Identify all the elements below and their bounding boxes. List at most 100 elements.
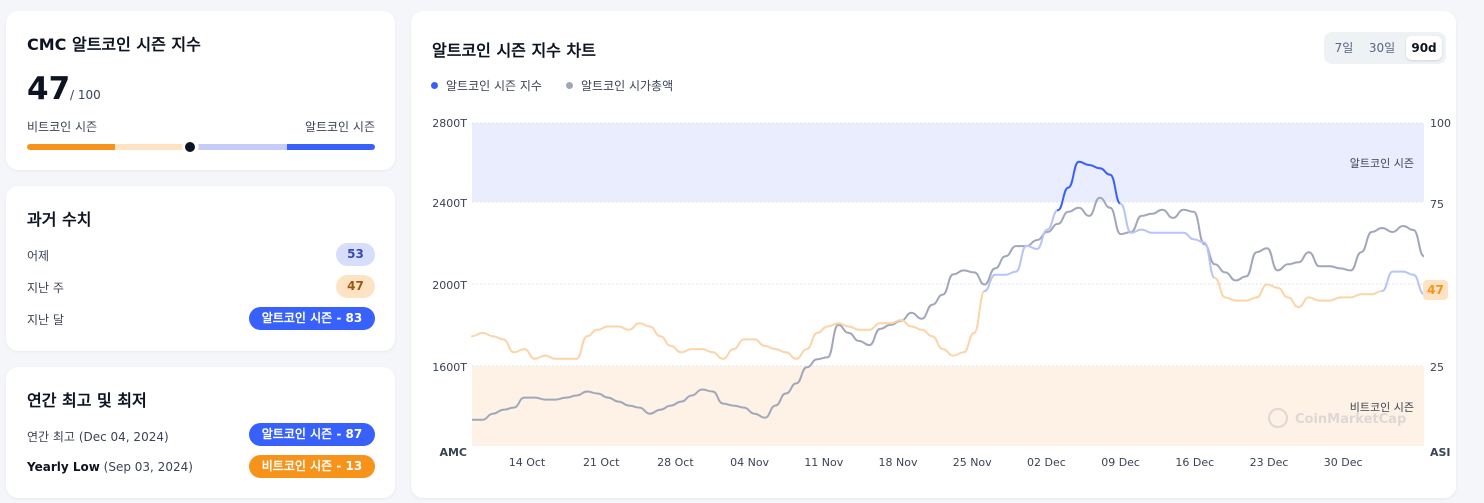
x-tick-label: 23 Dec bbox=[1250, 456, 1289, 469]
x-tick-label: 09 Dec bbox=[1101, 456, 1140, 469]
series-alt-index-segment bbox=[1307, 296, 1321, 302]
series-alt-index-segment bbox=[732, 338, 745, 351]
series-alt-index-segment bbox=[722, 348, 735, 360]
legend-alt-index[interactable]: 알트코인 시즌 지수 bbox=[446, 79, 542, 93]
series-alt-index-segment bbox=[1035, 228, 1049, 250]
series-alt-index-segment bbox=[1130, 228, 1143, 234]
series-alt-index-segment bbox=[1182, 231, 1195, 241]
series-alt-index-segment bbox=[763, 344, 777, 351]
gauge-segment-alt bbox=[287, 144, 375, 150]
series-alt-index-segment bbox=[711, 351, 725, 360]
series-alt-index-segment bbox=[1402, 270, 1415, 276]
x-tick-label: 18 Nov bbox=[879, 456, 918, 469]
series-alt-index-segment bbox=[837, 322, 850, 328]
series-alt-index-segment bbox=[962, 331, 976, 354]
series-alt-index-segment bbox=[617, 325, 630, 331]
right-tick-label: 100 bbox=[1430, 117, 1451, 130]
series-alt-index-segment bbox=[1381, 270, 1394, 292]
range-selector: 7일 30일 90d bbox=[1324, 32, 1446, 64]
series-alt-index-segment bbox=[1067, 160, 1080, 189]
alt-season-zone bbox=[472, 123, 1424, 202]
x-tick-label: 21 Oct bbox=[583, 456, 620, 469]
series-alt-index-segment bbox=[1328, 296, 1342, 302]
series-alt-index-segment bbox=[1245, 296, 1258, 302]
history-last-week-value: 47 bbox=[336, 275, 375, 298]
right-tick-label: 75 bbox=[1430, 198, 1444, 211]
history-last-month-label: 지난 달 bbox=[27, 313, 64, 327]
legend-alt-mcap[interactable]: 알트코인 시가총액 bbox=[581, 79, 674, 93]
series-alt-index-segment bbox=[1192, 238, 1206, 244]
alt-zone-label: 알트코인 시즌 bbox=[1350, 156, 1414, 170]
yearly-high-low-card: 연간 최고 및 최저 연간 최고 (Dec 04, 2024) 알트코인 시즌 … bbox=[6, 367, 395, 498]
yearly-low-label-text: Yearly Low bbox=[27, 460, 100, 474]
series-alt-index-segment bbox=[627, 322, 641, 331]
range-90d-button[interactable]: 90d bbox=[1406, 36, 1442, 60]
series-alt-index-segment bbox=[596, 325, 609, 331]
series-alt-index-segment bbox=[680, 348, 693, 354]
right-tick-label: 25 bbox=[1430, 361, 1444, 374]
series-alt-index-segment bbox=[931, 335, 944, 351]
range-30d-button[interactable]: 30일 bbox=[1368, 41, 1396, 55]
series-alt-index-segment bbox=[544, 354, 557, 360]
series-alt-index-segment bbox=[973, 290, 986, 334]
series-alt-index-segment bbox=[910, 325, 923, 331]
legend-alt-index-dot bbox=[431, 82, 438, 89]
series-alt-index-segment bbox=[1287, 296, 1300, 309]
series-alt-index-segment bbox=[1098, 167, 1112, 176]
series-alt-index-segment bbox=[659, 335, 672, 347]
current-value-badge-bg bbox=[1423, 280, 1448, 300]
series-alt-index-segment bbox=[983, 273, 997, 292]
series-alt-index-segment bbox=[1088, 164, 1101, 170]
yearly-high-date: (Dec 04, 2024) bbox=[78, 430, 169, 444]
chart-title: 알트코인 시즌 지수 차트 bbox=[432, 41, 596, 60]
series-alt-index-segment bbox=[1349, 293, 1363, 299]
series-alt-index-segment bbox=[774, 348, 787, 354]
legend-alt-mcap-dot bbox=[566, 82, 573, 89]
series-alt-index-segment bbox=[669, 344, 683, 354]
series-alt-index-segment bbox=[826, 322, 840, 328]
watermark: CoinMarketCap bbox=[1268, 408, 1406, 428]
right-axis-title: ASI bbox=[1430, 446, 1451, 459]
series-alt-index-segment bbox=[899, 319, 913, 328]
altcoin-index-card: CMC 알트코인 시즌 지수 47 / 100 비트코인 시즌 알트코인 시즌 bbox=[6, 11, 395, 170]
series-alt-index-segment bbox=[1025, 244, 1038, 250]
index-score-max: / 100 bbox=[70, 88, 101, 102]
series-alt-index-segment bbox=[1297, 296, 1310, 309]
history-yesterday-label: 어제 bbox=[27, 249, 50, 263]
yearly-high-label-text: 연간 최고 bbox=[27, 430, 75, 444]
yearly-card-title: 연간 최고 및 최저 bbox=[27, 391, 147, 410]
bitcoin-season-label: 비트코인 시즌 bbox=[27, 120, 98, 134]
series-alt-index-segment bbox=[502, 338, 515, 354]
left-axis-title: AMC bbox=[439, 446, 467, 459]
x-tick-label: 02 Dec bbox=[1027, 456, 1066, 469]
altcoin-index-chart-card: 알트코인 시즌 지수 차트 7일 30일 90d 알트코인 시즌 지수 알트코인… bbox=[411, 11, 1456, 498]
btc-season-zone bbox=[472, 366, 1424, 446]
series-alt-index-segment bbox=[648, 325, 662, 338]
series-alt-index-segment bbox=[1266, 283, 1279, 289]
series-alt-index-segment bbox=[481, 331, 494, 338]
series-alt-index-segment bbox=[920, 328, 934, 338]
yearly-high-label: 연간 최고 (Dec 04, 2024) bbox=[27, 428, 169, 445]
gauge-segment-alt-light bbox=[199, 144, 287, 150]
series-alt-index-segment bbox=[753, 338, 766, 347]
x-tick-label: 25 Nov bbox=[953, 456, 992, 469]
gauge-segment-btc-light bbox=[115, 144, 203, 150]
chart-plot[interactable]: 알트코인 시즌 비트코인 시즌 CoinMarketCap 2800T 2400T… bbox=[411, 11, 1456, 498]
series-alt-index-segment bbox=[1077, 160, 1091, 166]
series-alt-index-segment bbox=[575, 335, 589, 360]
yearly-low-label: Yearly Low (Sep 03, 2024) bbox=[27, 460, 193, 474]
series-alt-index-segment bbox=[1255, 283, 1269, 299]
series-alt-index-segment bbox=[1276, 286, 1289, 299]
history-yesterday-value: 53 bbox=[336, 243, 375, 266]
series-alt-index-segment bbox=[638, 322, 651, 328]
series-alt-index-segment bbox=[1119, 202, 1133, 234]
series-alt-index-segment bbox=[1203, 241, 1216, 279]
series-alt-index-segment bbox=[784, 351, 798, 360]
series-alt-index-segment bbox=[533, 354, 547, 360]
left-tick-label: 1600T bbox=[432, 361, 467, 374]
series-alt-index-segment bbox=[1015, 244, 1028, 273]
series-alt-index-segment bbox=[889, 319, 902, 325]
watermark-logo-icon bbox=[1268, 408, 1288, 428]
x-tick-label: 16 Dec bbox=[1175, 456, 1214, 469]
range-7d-button[interactable]: 7일 bbox=[1334, 41, 1354, 55]
